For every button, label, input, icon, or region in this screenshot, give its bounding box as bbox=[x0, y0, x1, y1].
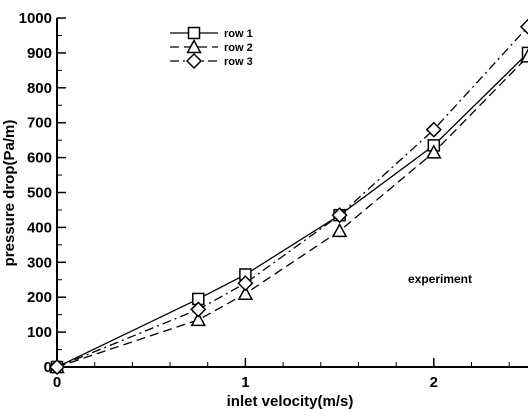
diamond-marker bbox=[331, 207, 348, 224]
legend-label: row 2 bbox=[224, 42, 253, 54]
legend-entry: row 3 bbox=[170, 52, 253, 70]
annotation-text: experiment bbox=[408, 272, 472, 286]
x-tick-label: 2 bbox=[430, 374, 438, 391]
series-line bbox=[56, 52, 528, 368]
y-tick-label: 1000 bbox=[19, 10, 52, 27]
series-3 bbox=[48, 18, 528, 376]
legend-label: row 1 bbox=[224, 28, 253, 40]
square-marker bbox=[521, 46, 528, 60]
y-tick-label: 700 bbox=[27, 115, 52, 132]
legend-label: row 3 bbox=[224, 56, 253, 68]
series-1 bbox=[50, 46, 528, 374]
y-tick-label: 600 bbox=[27, 150, 52, 167]
triangle-marker bbox=[186, 38, 202, 54]
triangle-marker bbox=[426, 144, 442, 159]
triangle-marker bbox=[237, 285, 254, 300]
y-tick-label: 300 bbox=[27, 254, 52, 271]
series-layer bbox=[48, 18, 528, 376]
y-tick-label: 200 bbox=[27, 289, 52, 306]
legend-entry: row 2 bbox=[170, 38, 253, 54]
triangle-marker bbox=[190, 311, 207, 327]
y-tick-label: 800 bbox=[27, 80, 52, 97]
series-2 bbox=[49, 48, 528, 374]
legend: row 1 row 2 row 3 bbox=[170, 26, 253, 70]
triangle-marker bbox=[331, 222, 348, 238]
y-tick-label: 100 bbox=[27, 324, 52, 341]
diamond-marker bbox=[190, 301, 207, 318]
x-axis-title: inlet velocity(m/s) bbox=[227, 393, 354, 410]
series-line bbox=[56, 26, 528, 368]
legend-entry: row 1 bbox=[170, 26, 253, 40]
y-tick-label: 0 bbox=[44, 359, 52, 376]
x-tick-label: 0 bbox=[53, 374, 61, 391]
diamond-marker bbox=[185, 52, 203, 70]
diamond-marker bbox=[237, 275, 254, 292]
y-tick-label: 500 bbox=[27, 185, 52, 202]
y-tick-label: 900 bbox=[27, 45, 52, 62]
series-line bbox=[56, 55, 528, 368]
axes: 0 100 200 300 400 500 600 700 800 900 1000 0 1 2 bbox=[19, 10, 528, 391]
diamond-marker bbox=[519, 18, 528, 35]
diamond-marker bbox=[48, 358, 66, 376]
square-marker bbox=[187, 26, 201, 40]
diamond-marker bbox=[425, 121, 442, 138]
y-axis-title: pressure drop(Pa/m) bbox=[1, 120, 18, 267]
y-tick-label: 400 bbox=[27, 219, 52, 236]
x-tick-label: 1 bbox=[241, 374, 249, 391]
triangle-marker bbox=[520, 48, 528, 63]
